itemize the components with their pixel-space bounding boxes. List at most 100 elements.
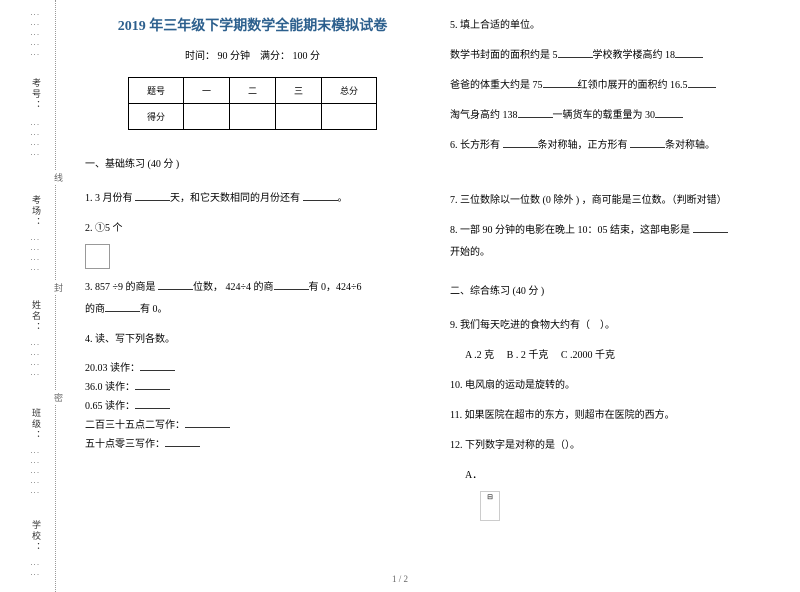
blank: [688, 76, 716, 88]
question-9: 9. 我们每天吃进的食物大约有（ ）。: [450, 315, 785, 337]
section-title: 二、综合练习 (40 分 ): [450, 282, 785, 297]
question-8: 8. 一部 90 分钟的电影在晚上 10：05 结束，这部电影是 开始的。: [450, 220, 785, 264]
q-text: 4. 读、写下列各数。: [85, 334, 175, 345]
exam-room-label: 考场：: [30, 195, 43, 228]
blank: [693, 221, 728, 233]
dots: ⋮⋮⋮⋮⋮: [30, 10, 40, 60]
left-column: 2019 年三年级下学期数学全能期末模拟试卷 时间： 90 分钟 满分： 100…: [85, 15, 420, 529]
page-title: 2019 年三年级下学期数学全能期末模拟试卷: [85, 15, 420, 35]
q-text: 11. 如果医院在超市的东方，则超市在医院的西方。: [450, 410, 675, 421]
q-text: 0.65 读作：: [85, 401, 135, 412]
question-5a: 数学书封面的面积约是 5学校教学楼高约 18: [450, 45, 785, 67]
blank: [135, 378, 170, 390]
cell: 得分: [128, 104, 183, 130]
exam-number-label: 考号：: [30, 78, 43, 111]
q-text: 7. 三位数除以一位数 (0 除外 ) ，商可能是三位数。（判断对错）: [450, 195, 727, 206]
question-2: 2. ①5 个: [85, 218, 420, 269]
class-label: 班级：: [30, 408, 43, 441]
question-4a: 20.03 读作： 36.0 读作： 0.65 读作： 二百三十五点二写作： 五…: [85, 359, 420, 454]
q-text: 淘气身高约 138: [450, 110, 518, 121]
question-9-options: A .2 克 B . 2 千克 C .2000 千克: [465, 345, 785, 367]
question-1: 1. 3 月份有 天，和它天数相同的月份还有 。: [85, 188, 420, 210]
question-3: 3. 857 ÷9 的商是 位数， 424÷4 的商 有 0，424÷6 的商 有 …: [85, 277, 420, 321]
blank: [158, 278, 193, 290]
q-text: 红领巾展开的面积约 16.5: [578, 80, 688, 91]
q-text: A .2 克 B . 2 千克 C .2000 千克: [465, 350, 615, 361]
q-text: 条对称轴，正方形有: [538, 140, 631, 151]
cell: 题号: [128, 78, 183, 104]
blank: [135, 397, 170, 409]
blank: [303, 189, 338, 201]
page-subtitle: 时间： 90 分钟 满分： 100 分: [85, 47, 420, 62]
q-text: 学校教学楼高约 18: [593, 50, 676, 61]
dotted-line: [55, 0, 56, 592]
cell: 二: [229, 78, 275, 104]
secret-label: 密: [52, 390, 65, 405]
blank: [630, 136, 665, 148]
question-5c: 淘气身高约 138 一辆货车的载重量为 30: [450, 105, 785, 127]
right-column: 5. 填上合适的单位。 数学书封面的面积约是 5学校教学楼高约 18 爸爸的体重…: [450, 15, 785, 529]
question-5: 5. 填上合适的单位。: [450, 15, 785, 37]
q-text: 3. 857 ÷9 的商是: [85, 282, 158, 293]
blank: [185, 416, 230, 428]
q-text: A．: [465, 470, 482, 481]
cell: 三: [276, 78, 322, 104]
q-text: 二百三十五点二写作：: [85, 420, 185, 431]
q-text: 有 0，424÷6: [309, 282, 362, 293]
name-label: 姓名：: [30, 300, 43, 333]
dots: ⋮⋮⋮⋮⋮: [30, 448, 40, 498]
line-label: 线: [52, 170, 65, 185]
q-text: 五十点零三写作：: [85, 439, 165, 450]
page-content: 2019 年三年级下学期数学全能期末模拟试卷 时间： 90 分钟 满分： 100…: [85, 15, 785, 529]
q-text: 一辆货车的载重量为 30: [553, 110, 656, 121]
section-title: 一、基础练习 (40 分 ): [85, 155, 420, 170]
question-5b: 爸爸的体重大约是 75红领巾展开的面积约 16.5: [450, 75, 785, 97]
school-label: 学校：: [30, 520, 43, 553]
blank: [543, 76, 578, 88]
q-text: 1. 3 月份有: [85, 193, 135, 204]
dots: ⋮⋮⋮⋮: [30, 235, 40, 275]
blank: [558, 46, 593, 58]
question-4: 4. 读、写下列各数。: [85, 329, 420, 351]
cell: [229, 104, 275, 130]
q-text: 6. 长方形有: [450, 140, 503, 151]
score-table: 题号 一 二 三 总分 得分: [128, 77, 377, 130]
q-text: 有 0。: [140, 304, 168, 315]
dots: ⋮⋮⋮⋮: [30, 340, 40, 380]
q-text: 天，和它天数相同的月份还有: [170, 193, 303, 204]
cell: [322, 104, 377, 130]
blank: [518, 106, 553, 118]
table-row: 题号 一 二 三 总分: [128, 78, 376, 104]
question-11: 11. 如果医院在超市的东方，则超市在医院的西方。: [450, 405, 785, 427]
question-12: 12. 下列数字是对称的是（）。: [450, 435, 785, 457]
q-text: 位数， 424÷4 的商: [193, 282, 274, 293]
cell: 一: [183, 78, 229, 104]
blank: [165, 435, 200, 447]
blank: [140, 359, 175, 371]
blank: [274, 278, 309, 290]
q-text: 12. 下列数字是对称的是（）。: [450, 440, 580, 451]
page-number: 1 / 2: [392, 574, 408, 584]
question-10: 10. 电风扇的运动是旋转的。: [450, 375, 785, 397]
q-text: 10. 电风扇的运动是旋转的。: [450, 380, 575, 391]
small-image-box: [85, 244, 110, 269]
dots: ⋮⋮: [30, 560, 40, 580]
blank: [655, 106, 683, 118]
spacer: [450, 165, 785, 190]
cell: [276, 104, 322, 130]
q-text: 9. 我们每天吃进的食物大约有（ ）。: [450, 320, 615, 331]
q-text: 条对称轴。: [665, 140, 715, 151]
question-12a: A． ⊟: [465, 465, 785, 521]
blank: [105, 300, 140, 312]
q-text: 的商: [85, 304, 105, 315]
q-text: 开始的。: [450, 247, 490, 258]
q-text: 2. ①5 个: [85, 223, 123, 234]
cell: 总分: [322, 78, 377, 104]
seal-label: 封: [52, 280, 65, 295]
q-text: 5. 填上合适的单位。: [450, 20, 540, 31]
question-7: 7. 三位数除以一位数 (0 除外 ) ，商可能是三位数。（判断对错）: [450, 190, 785, 212]
binding-margin: ⋮⋮⋮⋮⋮ 考号： ⋮⋮⋮⋮ 线 考场： ⋮⋮⋮⋮ 封 姓名： ⋮⋮⋮⋮ 密 班…: [0, 0, 75, 592]
blank: [135, 189, 170, 201]
cell: [183, 104, 229, 130]
q-text: 20.03 读作：: [85, 363, 140, 374]
